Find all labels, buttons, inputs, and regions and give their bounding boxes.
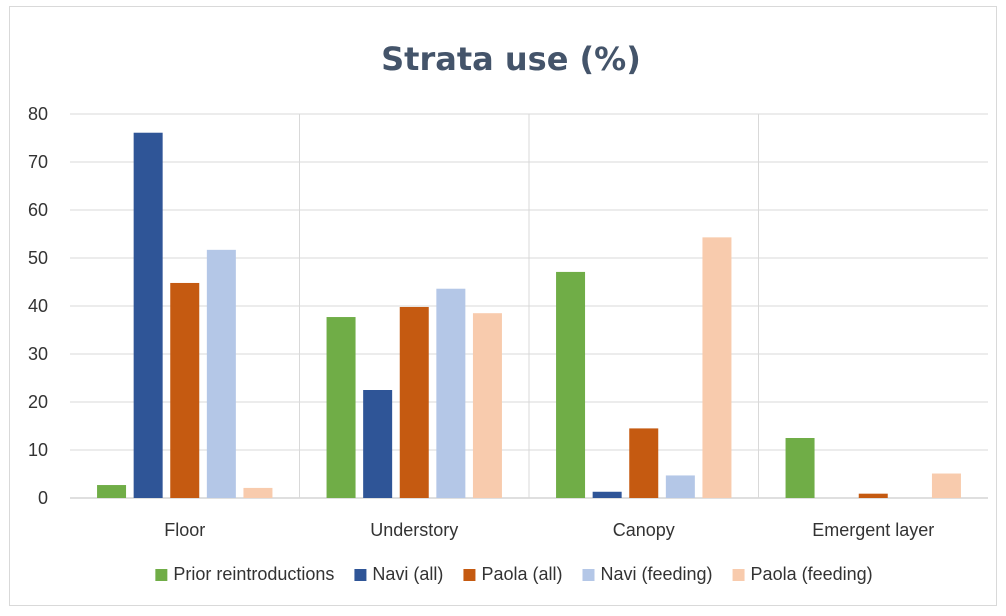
x-category-label: Floor xyxy=(164,520,205,540)
bar-floor-navi-feeding xyxy=(206,249,236,498)
bar-understory-paola-all xyxy=(399,306,429,498)
legend-swatch xyxy=(582,569,595,581)
y-tick-label: 80 xyxy=(28,104,48,124)
bar-floor-navi-all xyxy=(133,132,163,498)
bar-canopy-paola-all xyxy=(629,428,659,498)
legend-label: Navi (feeding) xyxy=(600,564,712,584)
chart-title: Strata use (%) xyxy=(381,40,641,78)
bar-understory-navi-all xyxy=(363,390,393,498)
y-tick-label: 60 xyxy=(28,200,48,220)
legend: Prior reintroductions Navi (all) Paola (al… xyxy=(155,564,873,584)
legend-label: Navi (all) xyxy=(372,564,443,584)
x-category-label: Understory xyxy=(370,520,458,540)
y-tick-label: 70 xyxy=(28,152,48,172)
legend-label: Paola (all) xyxy=(481,564,562,584)
y-tick-label: 20 xyxy=(28,392,48,412)
y-tick-label: 0 xyxy=(38,488,48,508)
bars xyxy=(97,132,961,499)
y-tick-label: 10 xyxy=(28,440,48,460)
legend-swatch xyxy=(732,569,745,581)
y-tick-label: 40 xyxy=(28,296,48,316)
legend-label: Paola (feeding) xyxy=(751,564,873,584)
bar-canopy-navi-feeding xyxy=(665,475,695,498)
legend-swatch xyxy=(463,569,476,581)
x-category-label: Emergent layer xyxy=(812,520,934,540)
bar-floor-paola-all xyxy=(170,282,200,498)
x-category-label: Canopy xyxy=(613,520,675,540)
legend-label: Prior reintroductions xyxy=(173,564,334,584)
y-tick-label: 30 xyxy=(28,344,48,364)
bar-emergent-layer-prior-reintroductions xyxy=(785,438,815,498)
bar-floor-paola-feeding xyxy=(243,487,273,498)
y-axis-ticks: 0 10 20 30 40 50 60 70 80 xyxy=(28,104,48,508)
y-tick-label: 50 xyxy=(28,248,48,268)
bar-canopy-prior-reintroductions xyxy=(556,271,586,498)
legend-swatch xyxy=(354,569,367,581)
bar-understory-navi-feeding xyxy=(436,288,466,498)
bar-floor-prior-reintroductions xyxy=(97,485,127,498)
bar-emergent-layer-paola-feeding xyxy=(931,473,961,498)
legend-swatch xyxy=(155,569,168,581)
x-axis-categories: Floor Understory Canopy Emergent layer xyxy=(164,520,934,540)
bar-understory-prior-reintroductions xyxy=(326,317,356,498)
bar-emergent-layer-paola-all xyxy=(858,493,888,498)
bar-canopy-paola-feeding xyxy=(702,237,732,499)
bar-canopy-navi-all xyxy=(592,491,622,498)
bar-understory-paola-feeding xyxy=(472,313,502,498)
